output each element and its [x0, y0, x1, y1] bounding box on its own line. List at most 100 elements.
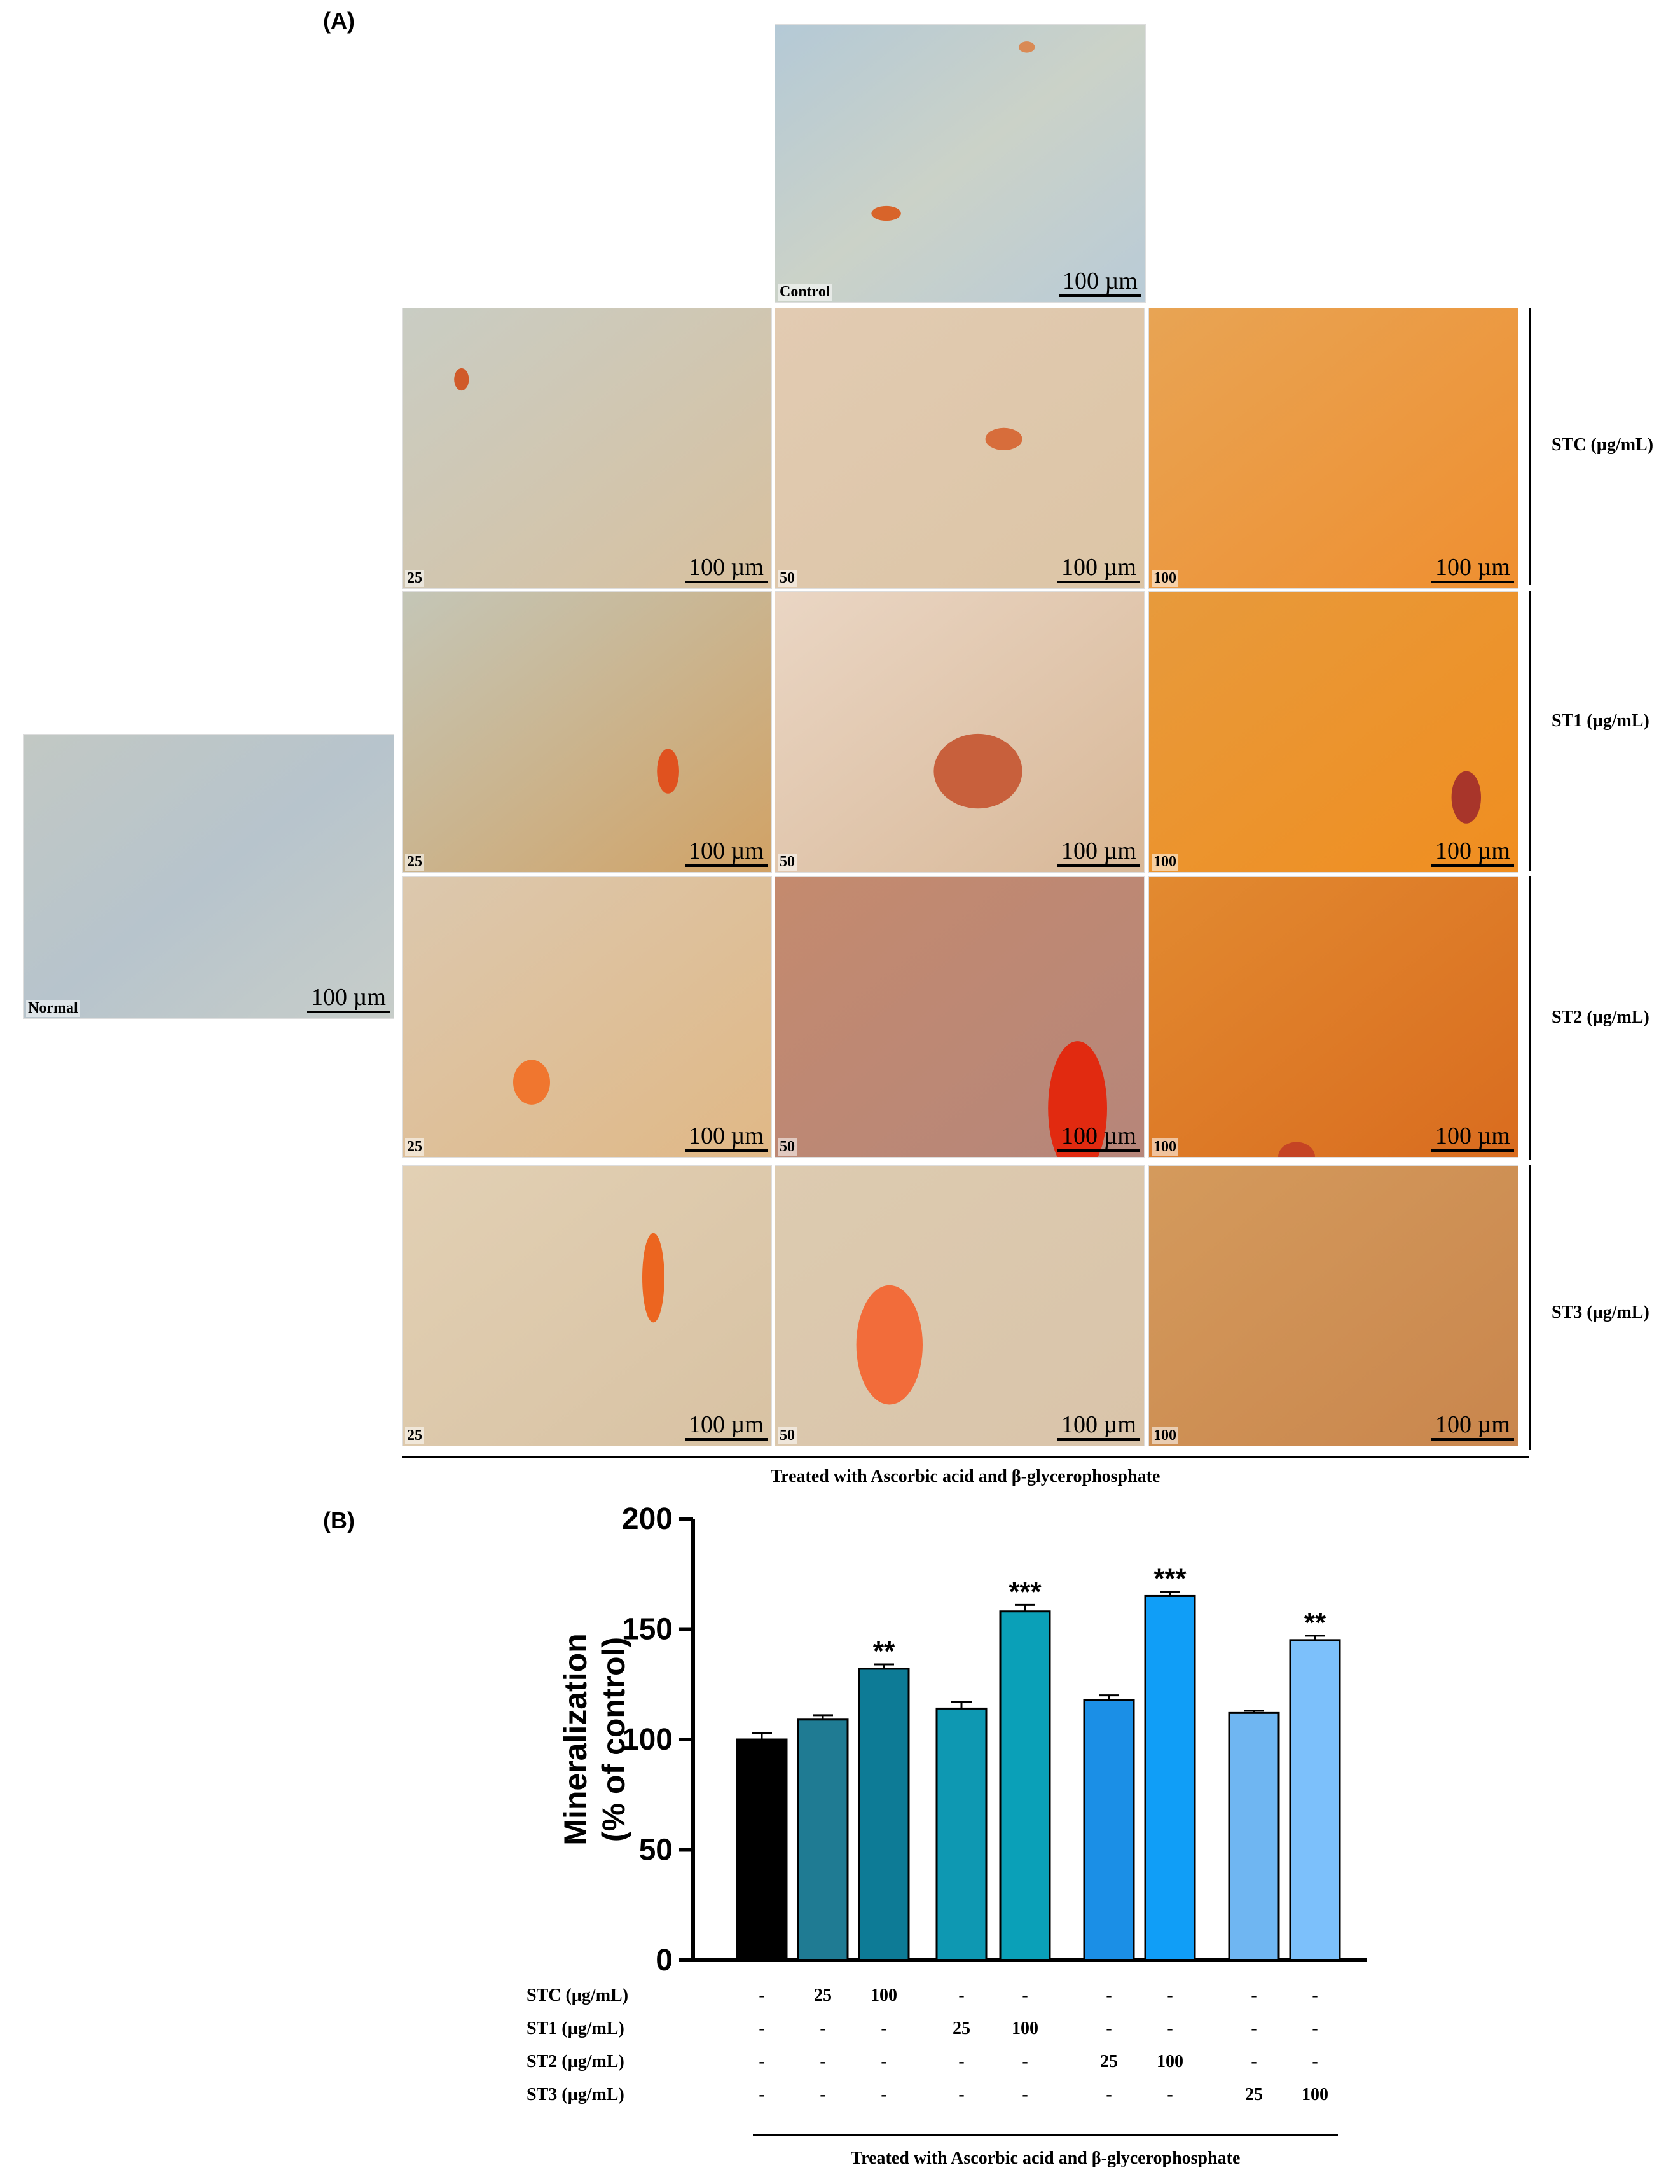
table-cell: - [1106, 1986, 1112, 2005]
micrograph: 100 100 µm [1148, 591, 1518, 873]
panel-a-label: (A) [323, 8, 355, 34]
table-cell: - [1251, 2052, 1257, 2071]
scale-bar: 100 µm [685, 839, 768, 867]
scale-bar: 100 µm [1057, 839, 1140, 867]
table-cell: - [881, 2085, 887, 2105]
bar [1289, 1639, 1341, 1961]
bar [935, 1707, 988, 1961]
y-tick-label: 150 [622, 1613, 673, 1647]
micrograph-caption: 100 [1152, 854, 1178, 871]
row-bracket [1529, 308, 1531, 585]
table-cell: - [958, 2052, 965, 2071]
panel-b-footer: Treated with Ascorbic acid and β-glycero… [850, 2148, 1241, 2168]
scale-bar: 100 µm [1431, 1413, 1514, 1441]
micrograph-caption: 100 [1152, 570, 1178, 587]
table-cell: - [759, 2085, 765, 2105]
scale-bar: 100 µm [307, 985, 390, 1013]
y-axis-label: (% of control) [596, 1637, 631, 1842]
table-row-label: ST1 (µg/mL) [527, 2019, 624, 2038]
bar [797, 1718, 849, 1961]
table-cell: - [881, 2019, 887, 2038]
footer-line [402, 1456, 1529, 1458]
table-cell: - [820, 2052, 826, 2071]
scale-bar: 100 µm [1059, 269, 1141, 297]
table-cell: 100 [1012, 2019, 1038, 2038]
micrograph: 25 100 µm [402, 308, 772, 589]
table-cell: - [1312, 2052, 1318, 2071]
table-row-label: ST2 (µg/mL) [527, 2052, 624, 2071]
table-cell: 25 [1245, 2085, 1263, 2105]
table-cell: - [1167, 2019, 1173, 2038]
micrograph: 100 100 µm [1148, 308, 1518, 589]
significance-label: ** [873, 1636, 895, 1667]
table-cell: - [1022, 2052, 1028, 2071]
bar [736, 1738, 788, 1961]
row-bracket [1529, 1165, 1531, 1450]
y-tick-label: 50 [639, 1834, 673, 1867]
scale-bar: 100 µm [1057, 555, 1140, 583]
bar [1228, 1711, 1280, 1961]
table-cell: - [1251, 1986, 1257, 2005]
micrograph: 25 100 µm [402, 876, 772, 1158]
micrograph: 100 100 µm [1148, 876, 1518, 1158]
micrograph: 100 100 µm [1148, 1165, 1518, 1446]
row-bracket [1529, 876, 1531, 1160]
significance-label: ** [1304, 1607, 1326, 1638]
panel-a-footer: Treated with Ascorbic acid and β-glycero… [770, 1467, 1160, 1486]
micrograph-caption: 100 [1152, 1138, 1178, 1156]
table-cell: 25 [814, 1986, 832, 2005]
micrograph: 50 100 µm [775, 1165, 1145, 1446]
scale-bar: 100 µm [685, 1413, 768, 1441]
row-label-stc: STC (µg/mL) [1552, 435, 1654, 455]
row-label-st3: ST3 (µg/mL) [1552, 1303, 1649, 1322]
table-cell: 25 [953, 2019, 970, 2038]
table-row-label: STC (µg/mL) [527, 1986, 629, 2005]
table-cell: - [1312, 1986, 1318, 2005]
micrograph: 50 100 µm [775, 308, 1145, 589]
micrograph: 50 100 µm [775, 876, 1145, 1158]
scale-bar: 100 µm [1431, 555, 1514, 583]
scale-bar: 100 µm [1057, 1124, 1140, 1152]
table-cell: - [1022, 2085, 1028, 2105]
table-cell: - [958, 2085, 965, 2105]
micrograph: 25 100 µm [402, 1165, 772, 1446]
micrograph-caption: 50 [778, 1138, 797, 1156]
footer-line [753, 2134, 1338, 2136]
scale-bar: 100 µm [1431, 839, 1514, 867]
micrograph-caption: Normal [26, 1000, 80, 1017]
scale-bar: 100 µm [685, 1124, 768, 1152]
micrograph-caption: 50 [778, 854, 797, 871]
scale-bar: 100 µm [1431, 1124, 1514, 1152]
row-label-st1: ST1 (µg/mL) [1552, 711, 1649, 731]
micrograph-caption: 100 [1152, 1427, 1178, 1444]
table-cell: - [759, 2052, 765, 2071]
table-cell: - [759, 1986, 765, 2005]
table-cell: 100 [1157, 2052, 1183, 2071]
table-cell: - [881, 2052, 887, 2071]
y-tick-label: 200 [622, 1502, 673, 1536]
bar [1083, 1699, 1135, 1961]
table-cell: - [1167, 1986, 1173, 2005]
y-tick-label: 100 [622, 1723, 673, 1757]
significance-label: *** [1009, 1576, 1042, 1607]
significance-label: *** [1153, 1563, 1187, 1594]
bar [858, 1668, 910, 1961]
table-cell: 100 [871, 1986, 897, 2005]
table-cell: - [958, 1986, 965, 2005]
micrograph-caption: 25 [405, 854, 424, 871]
control-micrograph: Control 100 µm [775, 24, 1146, 303]
table-cell: - [1167, 2085, 1173, 2105]
panel-b-label: (B) [323, 1507, 355, 1533]
row-bracket [1529, 591, 1531, 871]
y-tick-label: 0 [656, 1944, 673, 1977]
table-cell: - [820, 2085, 826, 2105]
scale-bar: 100 µm [685, 555, 768, 583]
table-cell: - [1022, 1986, 1028, 2005]
micrograph: 50 100 µm [775, 591, 1145, 873]
table-cell: 100 [1302, 2085, 1328, 2105]
micrograph-caption: 25 [405, 570, 424, 587]
micrograph-caption: 25 [405, 1138, 424, 1156]
table-cell: - [1312, 2019, 1318, 2038]
table-cell: - [759, 2019, 765, 2038]
table-cell: - [1251, 2019, 1257, 2038]
